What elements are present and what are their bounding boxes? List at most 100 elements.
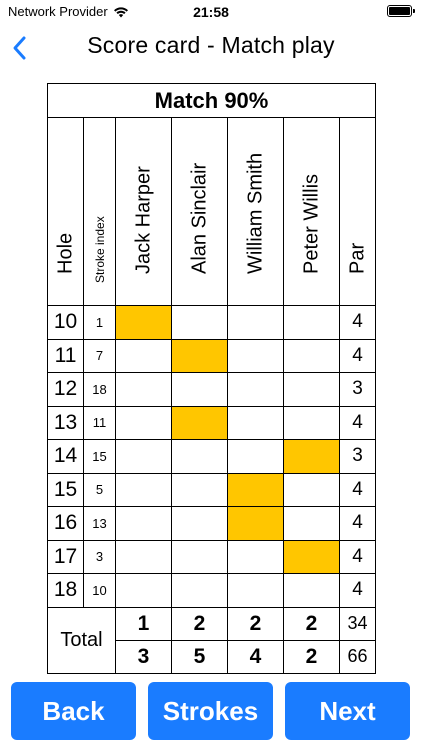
battery-icon (387, 5, 415, 17)
status-time: 21:58 (193, 4, 229, 20)
score-cell[interactable] (283, 405, 340, 440)
stroke-index-value: 18 (83, 372, 116, 407)
score-cell[interactable] (283, 472, 340, 507)
button-bar: Back Strokes Next (0, 682, 422, 740)
carrier-name: Network Provider (8, 4, 108, 19)
stroke-index-value: 3 (83, 539, 116, 574)
hole-row: 17 3 4 (47, 539, 376, 574)
hole-number: 13 (47, 405, 84, 440)
carrier-group: Network Provider (8, 4, 129, 19)
score-cell[interactable] (115, 472, 172, 507)
score-cell[interactable] (283, 338, 340, 373)
score-cell[interactable] (115, 338, 172, 373)
navigation-bar: Score card - Match play (0, 26, 422, 70)
total-row-2: 3 5 4 2 66 (48, 639, 376, 674)
header-row: Hole Stroke index Jack Harper Alan Sincl… (47, 117, 376, 306)
player-header-4: Peter Willis (283, 117, 340, 306)
hole-row: 14 15 3 (47, 439, 376, 474)
hole-row: 13 11 4 (47, 405, 376, 440)
stroke-index-value: 13 (83, 506, 116, 541)
score-cell[interactable] (171, 506, 228, 541)
par-header: Par (339, 117, 376, 306)
player-total-top: 2 (283, 606, 340, 641)
player-total-top: 2 (227, 606, 284, 641)
status-bar: Network Provider 21:58 (0, 0, 422, 24)
match-caption: Match 90% (47, 83, 376, 118)
scorecard-table: Match 90% Hole Stroke index Jack Harper … (47, 83, 376, 674)
score-cell[interactable] (227, 405, 284, 440)
total-row-1: Total 1 2 2 2 34 (47, 606, 376, 674)
score-cell[interactable] (227, 372, 284, 407)
player-header-3: William Smith (227, 117, 284, 306)
par-total-top: 34 (339, 606, 376, 641)
hole-number: 11 (47, 338, 84, 373)
stroke-index-value: 10 (83, 573, 116, 608)
hole-number: 16 (47, 506, 84, 541)
hole-row: 10 1 4 (47, 305, 376, 340)
score-cell[interactable] (283, 372, 340, 407)
score-cell[interactable] (171, 305, 228, 340)
hole-row: 18 10 4 (47, 573, 376, 608)
stroke-index-header: Stroke index (83, 117, 116, 306)
score-cell[interactable] (227, 573, 284, 608)
score-cell[interactable] (115, 372, 172, 407)
strokes-button[interactable]: Strokes (148, 682, 273, 740)
stroke-cell-highlighted[interactable] (115, 305, 172, 340)
score-cell[interactable] (227, 338, 284, 373)
chevron-left-icon[interactable] (8, 32, 32, 64)
score-cell[interactable] (227, 439, 284, 474)
stroke-cell-highlighted[interactable] (283, 539, 340, 574)
par-value: 4 (339, 539, 376, 574)
wifi-icon (113, 6, 128, 17)
player-header-2: Alan Sinclair (171, 117, 228, 306)
score-cell[interactable] (283, 506, 340, 541)
score-cell[interactable] (283, 305, 340, 340)
hole-number: 12 (47, 372, 84, 407)
stroke-index-value: 7 (83, 338, 116, 373)
score-cell[interactable] (115, 539, 172, 574)
stroke-cell-highlighted[interactable] (283, 439, 340, 474)
back-button[interactable]: Back (11, 682, 136, 740)
score-cell[interactable] (283, 573, 340, 608)
hole-number: 17 (47, 539, 84, 574)
stroke-cell-highlighted[interactable] (171, 405, 228, 440)
hole-row: 12 18 3 (47, 372, 376, 407)
next-button[interactable]: Next (285, 682, 410, 740)
score-cell[interactable] (115, 405, 172, 440)
par-value: 4 (339, 506, 376, 541)
par-value: 3 (339, 372, 376, 407)
score-cell[interactable] (227, 305, 284, 340)
par-value: 4 (339, 573, 376, 608)
stroke-cell-highlighted[interactable] (227, 506, 284, 541)
stroke-index-value: 15 (83, 439, 116, 474)
hole-number: 15 (47, 472, 84, 507)
score-cell[interactable] (115, 439, 172, 474)
page-title: Score card - Match play (87, 32, 335, 58)
hole-number: 14 (47, 439, 84, 474)
score-cell[interactable] (115, 506, 172, 541)
score-cell[interactable] (227, 539, 284, 574)
player-header-1: Jack Harper (115, 117, 172, 306)
stroke-cell-highlighted[interactable] (227, 472, 284, 507)
score-cell[interactable] (115, 573, 172, 608)
stroke-cell-highlighted[interactable] (171, 338, 228, 373)
stroke-index-value: 1 (83, 305, 116, 340)
score-cell[interactable] (171, 372, 228, 407)
score-cell[interactable] (171, 439, 228, 474)
score-cell[interactable] (171, 472, 228, 507)
par-value: 4 (339, 405, 376, 440)
player-total-bottom: 3 (115, 639, 172, 674)
stroke-index-value: 5 (83, 472, 116, 507)
score-cell[interactable] (171, 539, 228, 574)
player-total-bottom: 4 (227, 639, 284, 674)
hole-number: 18 (47, 573, 84, 608)
par-value: 4 (339, 305, 376, 340)
total-label: Total (47, 606, 116, 674)
par-total-bottom: 66 (339, 639, 376, 674)
stroke-index-value: 11 (83, 405, 116, 440)
hole-number: 10 (47, 305, 84, 340)
hole-row: 15 5 4 (47, 472, 376, 507)
score-cell[interactable] (171, 573, 228, 608)
hole-row: 16 13 4 (47, 506, 376, 541)
par-value: 3 (339, 439, 376, 474)
